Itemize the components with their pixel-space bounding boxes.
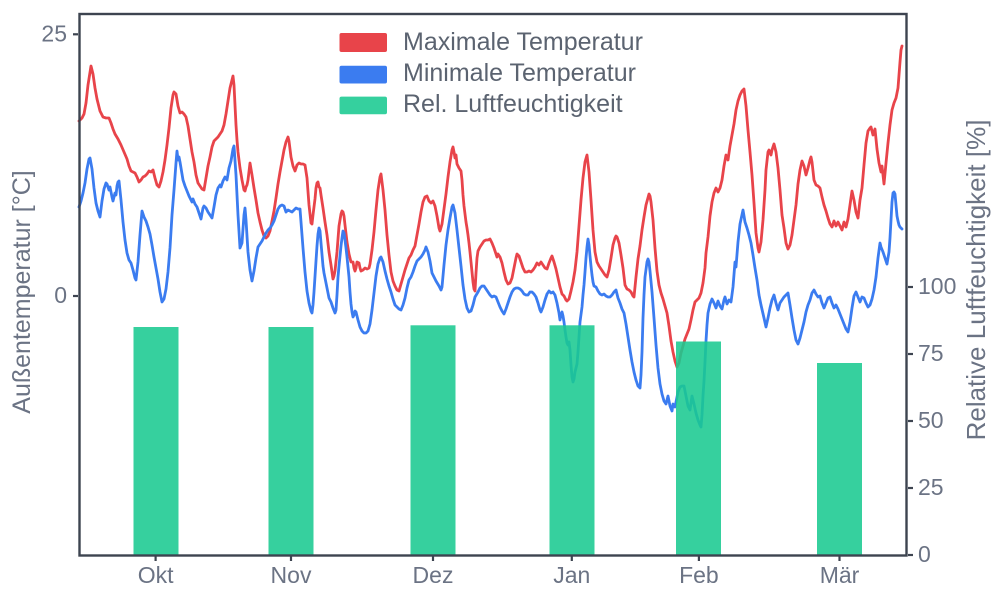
svg-text:Außentemperatur [°C]: Außentemperatur [°C] [8,170,36,413]
svg-text:0: 0 [918,541,931,567]
svg-text:25: 25 [918,474,944,500]
svg-text:100: 100 [918,273,956,299]
svg-text:50: 50 [918,407,944,433]
svg-text:Rel. Luftfeuchtigkeit: Rel. Luftfeuchtigkeit [403,90,623,118]
svg-text:Feb: Feb [679,562,719,588]
svg-text:Maximale Temperatur: Maximale Temperatur [403,28,643,56]
svg-text:0: 0 [54,282,67,308]
svg-text:Dez: Dez [413,562,454,588]
svg-text:Nov: Nov [271,562,312,588]
svg-text:25: 25 [41,20,67,46]
svg-text:75: 75 [918,340,944,366]
svg-text:Minimale Temperatur: Minimale Temperatur [403,59,636,87]
svg-text:Okt: Okt [138,562,174,588]
svg-text:Relative Luftfeuchtigkeit [%]: Relative Luftfeuchtigkeit [%] [961,120,991,441]
svg-text:Mär: Mär [820,562,860,588]
svg-text:Jan: Jan [553,562,590,588]
